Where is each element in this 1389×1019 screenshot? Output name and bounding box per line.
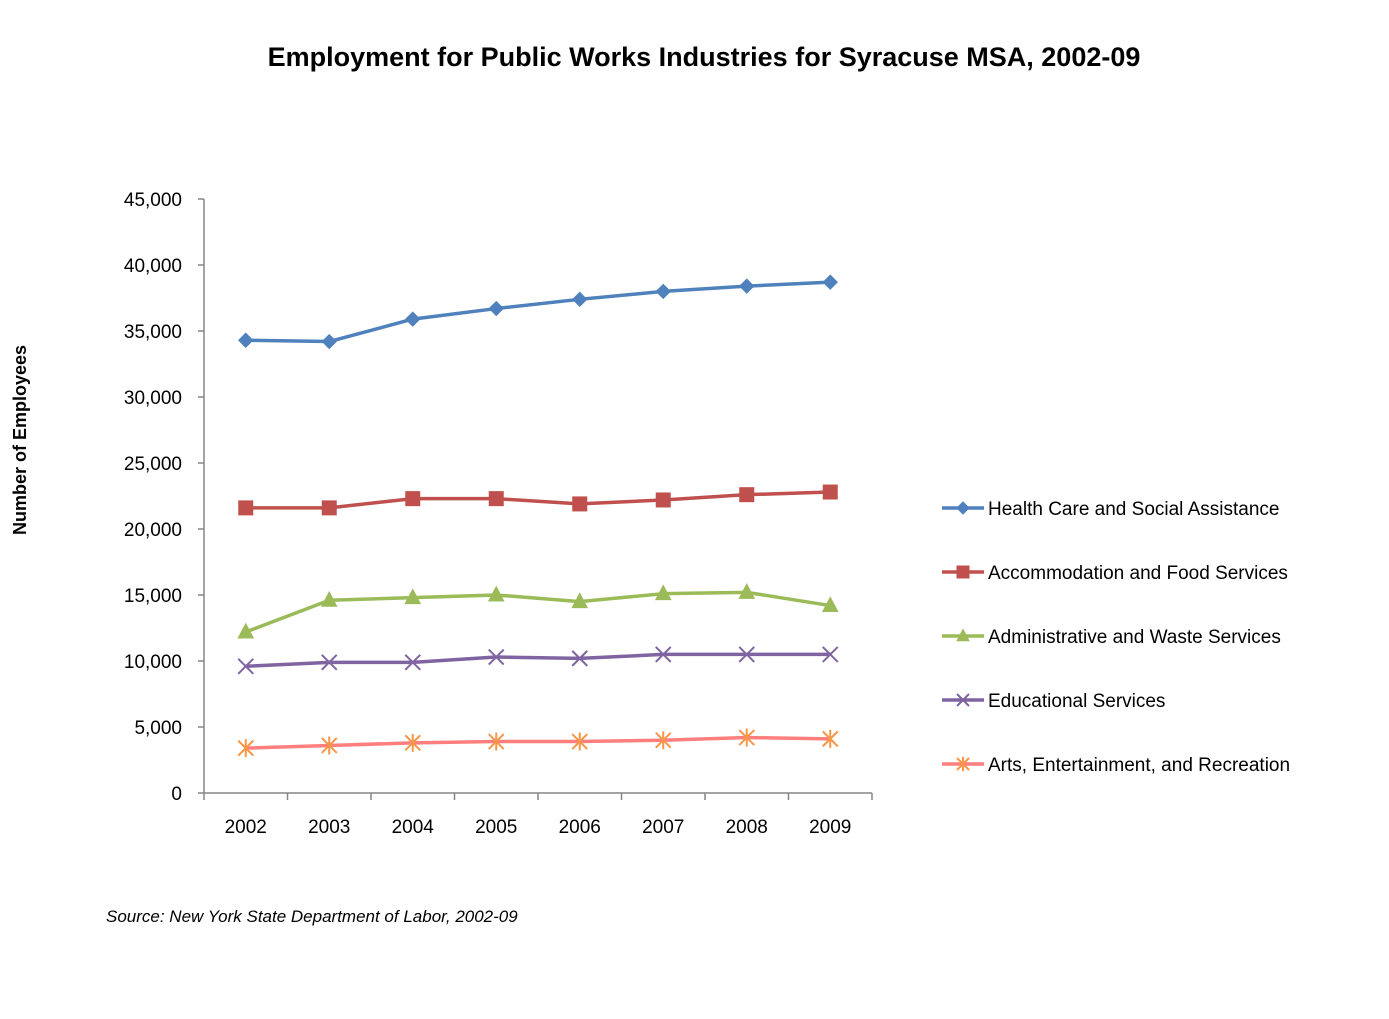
series-line <box>245 490 831 510</box>
data-point <box>404 733 421 752</box>
data-point <box>321 500 337 516</box>
data-point <box>822 729 839 748</box>
legend-label: Administrative and Waste Services <box>988 627 1281 648</box>
series-1 <box>238 274 838 350</box>
data-point <box>655 492 671 508</box>
legend-label: Educational Services <box>988 691 1165 712</box>
y-tick-label: 10,000 <box>124 652 182 673</box>
y-tick-label: 40,000 <box>124 256 182 277</box>
legend-swatch-marker <box>956 501 970 515</box>
data-point <box>321 333 337 350</box>
data-point <box>238 332 254 348</box>
y-tick-label: 45,000 <box>124 190 182 211</box>
data-point <box>488 648 505 666</box>
y-axis-label: Number of Employees <box>10 345 30 535</box>
data-point <box>488 732 505 751</box>
data-point <box>321 736 338 755</box>
series-line <box>245 652 831 669</box>
data-point <box>571 732 588 751</box>
x-tick-label: 2008 <box>726 817 768 838</box>
legend-swatch-marker <box>956 756 970 772</box>
series-5 <box>237 728 839 758</box>
x-tick-label: 2006 <box>559 817 601 838</box>
source-note: Source: New York State Department of Lab… <box>106 907 518 926</box>
x-tick-label: 2007 <box>642 817 684 838</box>
chart-title: Employment for Public Works Industries f… <box>268 42 1141 72</box>
data-point <box>571 592 589 609</box>
data-point <box>487 585 505 602</box>
data-point <box>488 491 504 507</box>
legend-swatch-marker <box>956 693 970 707</box>
legend-item: Health Care and Social Assistance <box>942 499 1280 520</box>
y-tick-label: 20,000 <box>124 520 182 541</box>
data-point <box>822 646 839 663</box>
data-point <box>572 496 588 512</box>
series-2 <box>238 484 838 516</box>
data-point <box>237 622 255 639</box>
data-point <box>405 491 421 507</box>
data-point <box>738 583 756 599</box>
data-point <box>572 291 588 308</box>
y-tick-label: 35,000 <box>124 322 182 343</box>
y-tick-label: 0 <box>171 784 182 805</box>
series-line <box>245 280 831 344</box>
x-tick-label: 2002 <box>225 817 267 838</box>
data-point <box>321 654 338 671</box>
legend-item: Administrative and Waste Services <box>942 627 1281 648</box>
x-tick-label: 2009 <box>809 817 851 838</box>
data-point <box>822 274 838 290</box>
data-point <box>238 500 254 516</box>
data-point <box>655 646 672 663</box>
data-point <box>237 658 254 675</box>
series-line <box>245 590 831 634</box>
data-point <box>655 731 672 750</box>
axes: 0 5,000 10,000 15,000 20,000 25,000 30,000 35,0… <box>124 190 873 838</box>
data-point <box>237 739 254 758</box>
y-tick-label: 5,000 <box>134 718 182 739</box>
data-point <box>739 487 755 503</box>
y-tick-label: 30,000 <box>124 388 182 409</box>
data-point <box>571 650 588 667</box>
data-point <box>821 596 839 613</box>
data-point <box>654 584 672 601</box>
legend-label: Arts, Entertainment, and Recreation <box>988 755 1290 776</box>
data-point <box>405 311 421 327</box>
data-point <box>488 300 504 317</box>
x-tick-label: 2005 <box>475 817 517 838</box>
data-point <box>404 654 421 671</box>
data-point <box>738 728 755 747</box>
data-point <box>739 278 755 294</box>
data-point <box>655 283 671 300</box>
series-4 <box>237 646 839 675</box>
x-tick-label: 2004 <box>392 817 435 838</box>
series-lines <box>237 274 839 758</box>
legend-label: Accommodation and Food Services <box>988 563 1288 584</box>
legend-swatch-marker <box>956 565 970 579</box>
x-tick-label: 2003 <box>308 817 350 838</box>
y-tick-label: 15,000 <box>124 586 182 607</box>
data-point <box>404 588 422 605</box>
series-3 <box>237 583 839 639</box>
series-line <box>245 735 831 750</box>
legend-item: Arts, Entertainment, and Recreation <box>942 755 1290 776</box>
data-point <box>822 484 838 500</box>
legend-label: Health Care and Social Assistance <box>988 499 1280 520</box>
data-point <box>738 646 755 663</box>
legend-item: Accommodation and Food Services <box>942 563 1288 584</box>
data-point <box>320 590 338 607</box>
legend-item: Educational Services <box>942 691 1165 712</box>
y-tick-label: 25,000 <box>124 454 182 475</box>
legend: Health Care and Social Assistance Accommo… <box>942 499 1290 776</box>
legend-swatch-marker <box>956 628 970 642</box>
